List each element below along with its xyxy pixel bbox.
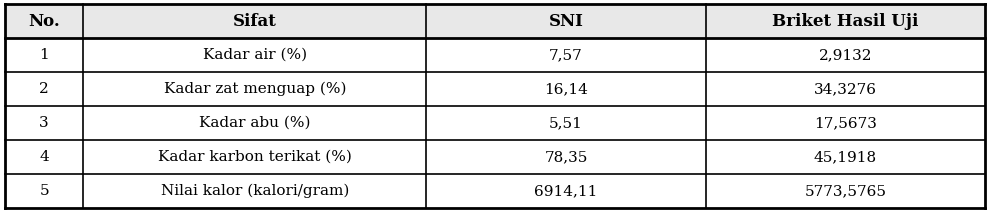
Bar	[83, 72, 427, 106]
Text: Briket Hasil Uji: Briket Hasil Uji	[772, 13, 919, 30]
Text: 78,35: 78,35	[544, 150, 588, 164]
Bar	[83, 106, 427, 140]
Text: 45,1918: 45,1918	[814, 150, 877, 164]
Text: Sifat: Sifat	[233, 13, 277, 30]
Bar	[5, 140, 83, 174]
Bar	[427, 140, 706, 174]
Text: 5773,5765: 5773,5765	[805, 184, 886, 198]
Text: 5,51: 5,51	[549, 116, 583, 130]
Bar	[706, 106, 985, 140]
Text: No.: No.	[29, 13, 60, 30]
Text: 4: 4	[40, 150, 50, 164]
Bar	[706, 140, 985, 174]
Text: 16,14: 16,14	[544, 82, 588, 96]
Bar	[5, 174, 83, 208]
Bar	[427, 106, 706, 140]
Bar	[706, 174, 985, 208]
Bar	[706, 38, 985, 72]
Bar	[5, 106, 83, 140]
Text: Kadar abu (%): Kadar abu (%)	[199, 116, 311, 130]
Bar	[427, 174, 706, 208]
Text: 7,57: 7,57	[549, 48, 583, 62]
Text: Nilai kalor (kalori/gram): Nilai kalor (kalori/gram)	[160, 184, 349, 198]
Bar	[706, 72, 985, 106]
Text: 6914,11: 6914,11	[535, 184, 598, 198]
Text: Kadar air (%): Kadar air (%)	[203, 48, 307, 62]
Bar	[5, 4, 83, 38]
Text: 34,3276: 34,3276	[814, 82, 877, 96]
Text: SNI: SNI	[548, 13, 583, 30]
Bar	[83, 174, 427, 208]
Bar	[427, 38, 706, 72]
Bar	[427, 72, 706, 106]
Text: Kadar zat menguap (%): Kadar zat menguap (%)	[163, 82, 346, 96]
Text: 2: 2	[40, 82, 50, 96]
Bar	[83, 140, 427, 174]
Text: 2,9132: 2,9132	[819, 48, 872, 62]
Bar	[5, 38, 83, 72]
Bar	[706, 4, 985, 38]
Bar	[5, 72, 83, 106]
Bar	[83, 4, 427, 38]
Text: 3: 3	[40, 116, 49, 130]
Text: 17,5673: 17,5673	[814, 116, 877, 130]
Bar	[83, 38, 427, 72]
Text: 1: 1	[40, 48, 50, 62]
Bar	[427, 4, 706, 38]
Text: 5: 5	[40, 184, 49, 198]
Text: Kadar karbon terikat (%): Kadar karbon terikat (%)	[158, 150, 351, 164]
